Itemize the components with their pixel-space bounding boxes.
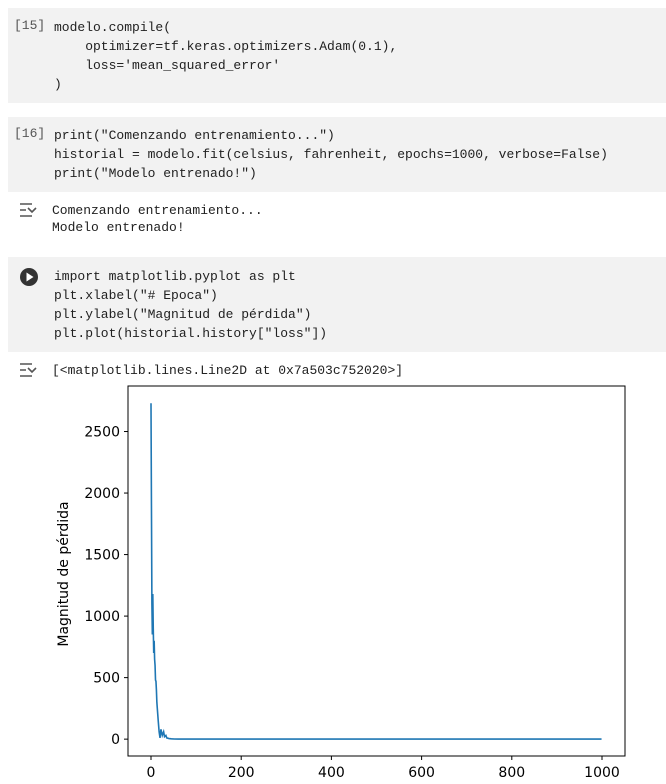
output: Comenzando entrenamiento... Modelo entren…	[52, 202, 263, 236]
code-line: modelo.compile(	[54, 20, 172, 35]
output-icon[interactable]	[18, 202, 38, 223]
x-tick-label: 400	[318, 765, 345, 781]
code-line: print("Comenzando entrenamiento...")	[54, 128, 335, 143]
y-tick-label: 2000	[84, 486, 120, 502]
code-line: print("Modelo entrenado!")	[54, 166, 257, 181]
code-line: historial = modelo.fit(celsius, fahrenhe…	[54, 147, 608, 162]
loss-line	[150, 403, 602, 740]
y-tick-label: 1000	[84, 609, 120, 625]
x-tick-label: 0	[147, 765, 156, 781]
code-line: loss='mean_squared_error'	[54, 58, 281, 73]
x-tick-label: 200	[228, 765, 255, 781]
code-cell[interactable]: [15] modelo.compile( optimizer=tf.keras.o…	[8, 8, 666, 103]
plot-frame	[127, 385, 626, 757]
y-tick-label: 1500	[84, 548, 120, 564]
execution-count: [16]	[14, 126, 46, 141]
code-line: import matplotlib.pyplot as plt	[54, 269, 296, 284]
y-tick-label: 0	[111, 732, 120, 748]
code-cell[interactable]: import matplotlib.pyplot as plt plt.xlabe…	[8, 257, 666, 352]
output-line: [<matplotlib.lines.Line2D at 0x7a503c752…	[52, 363, 404, 378]
run-button[interactable]	[19, 267, 39, 292]
x-tick-label: 800	[498, 765, 525, 781]
execution-count: [15]	[14, 18, 46, 33]
output-icon[interactable]	[18, 362, 38, 383]
code-line: )	[54, 77, 62, 92]
output-line: Modelo entrenado!	[52, 220, 185, 235]
code-line: plt.ylabel("Magnitud de pérdida")	[54, 307, 312, 322]
output-line: Comenzando entrenamiento...	[52, 203, 263, 218]
x-tick-label: 600	[408, 765, 435, 781]
x-tick-label: 1000	[584, 765, 620, 781]
y-axis-label: Magnitud de pérdida	[56, 501, 72, 646]
output: [<matplotlib.lines.Line2D at 0x7a503c752…	[52, 362, 403, 379]
code-line: plt.xlabel("# Epoca")	[54, 288, 218, 303]
code-cell[interactable]: [16] print("Comenzando entrenamiento...")…	[8, 117, 666, 192]
y-tick-label: 2500	[84, 425, 120, 441]
code-line: plt.plot(historial.history["loss"])	[54, 326, 328, 341]
y-tick-label: 500	[93, 671, 120, 687]
code-line: optimizer=tf.keras.optimizers.Adam(0.1),	[54, 39, 398, 54]
